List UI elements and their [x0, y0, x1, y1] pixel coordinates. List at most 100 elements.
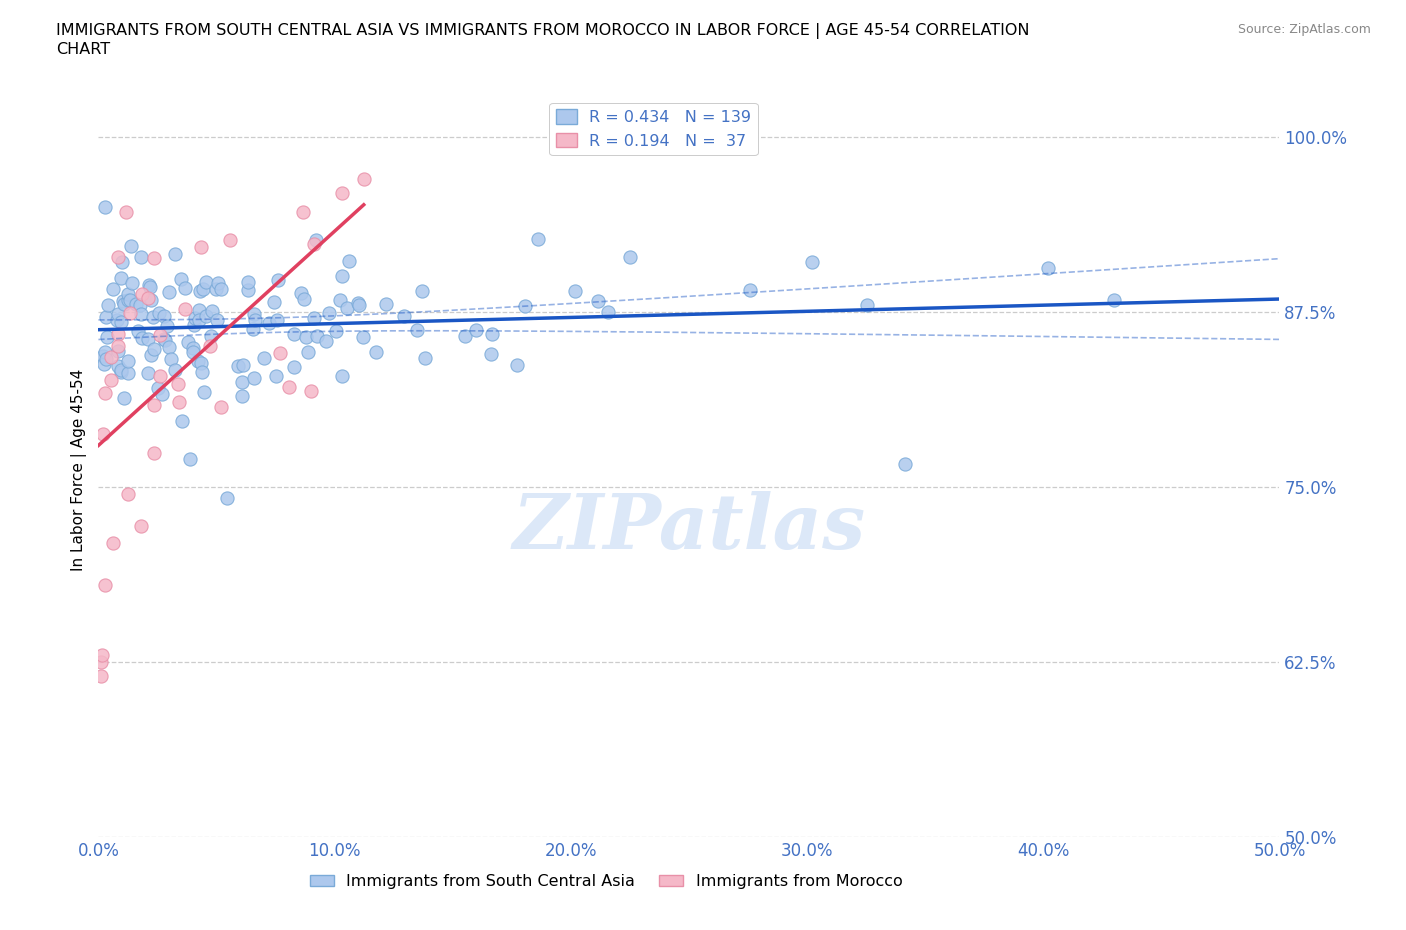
Point [200, 303, 222, 318]
Point [129, 249, 152, 264]
Point [111, 293, 134, 308]
Point [219, 232, 242, 247]
Text: IMMIGRANTS FROM SOUTH CENTRAL ASIA VS IMMIGRANTS FROM MOROCCO IN LABOR FORCE | A: IMMIGRANTS FROM SOUTH CENTRAL ASIA VS IM… [56, 23, 1029, 39]
Point [160, 352, 183, 366]
Point [283, 359, 305, 374]
Point [209, 282, 232, 297]
Point [598, 305, 620, 320]
Point [143, 251, 166, 266]
Point [129, 298, 152, 312]
Point [513, 299, 536, 313]
Point [90, 655, 112, 670]
Point [101, 536, 124, 551]
Point [105, 312, 128, 327]
Point [153, 309, 176, 324]
Point [94, 310, 117, 325]
Point [191, 365, 214, 380]
Point [142, 310, 165, 325]
Point [325, 324, 347, 339]
Point [347, 297, 370, 312]
Point [299, 383, 322, 398]
Point [163, 246, 186, 261]
Point [131, 307, 153, 322]
Point [375, 297, 398, 312]
Text: CHART: CHART [56, 42, 110, 57]
Point [173, 301, 195, 316]
Point [97, 298, 120, 312]
Point [190, 284, 212, 299]
Point [253, 350, 276, 365]
Point [269, 345, 291, 360]
Point [141, 348, 163, 363]
Point [207, 276, 229, 291]
Point [146, 380, 169, 395]
Point [167, 395, 190, 410]
Point [337, 254, 360, 269]
Point [267, 272, 290, 287]
Point [329, 293, 352, 308]
Point [177, 335, 200, 350]
Point [242, 321, 264, 336]
Point [1036, 260, 1059, 275]
Point [115, 205, 138, 219]
Point [231, 388, 253, 403]
Point [150, 386, 173, 401]
Point [245, 312, 267, 327]
Point [1102, 292, 1125, 307]
Point [183, 318, 205, 333]
Point [238, 275, 260, 290]
Point [117, 293, 139, 308]
Point [228, 359, 250, 374]
Point [148, 305, 170, 320]
Point [526, 232, 548, 246]
Point [107, 250, 129, 265]
Point [90, 669, 112, 684]
Point [277, 379, 299, 394]
Point [136, 290, 159, 305]
Point [336, 300, 359, 315]
Point [231, 375, 253, 390]
Point [94, 200, 117, 215]
Point [894, 457, 917, 472]
Point [149, 368, 172, 383]
Point [117, 365, 139, 380]
Point [179, 451, 201, 466]
Point [94, 352, 117, 366]
Point [236, 283, 259, 298]
Point [353, 172, 375, 187]
Point [405, 323, 427, 338]
Point [481, 326, 503, 341]
Point [304, 236, 326, 251]
Point [131, 330, 153, 345]
Point [107, 326, 129, 341]
Point [209, 399, 232, 414]
Point [139, 293, 162, 308]
Point [283, 326, 305, 341]
Point [305, 328, 328, 343]
Point [136, 365, 159, 380]
Point [243, 371, 266, 386]
Point [156, 318, 179, 333]
Point [96, 329, 118, 344]
Point [157, 339, 180, 354]
Point [232, 358, 254, 373]
Point [100, 373, 122, 388]
Point [352, 329, 374, 344]
Point [93, 344, 115, 359]
Point [120, 239, 142, 254]
Point [392, 309, 415, 324]
Point [204, 281, 226, 296]
Point [264, 368, 287, 383]
Point [91, 427, 114, 442]
Point [564, 284, 586, 299]
Point [302, 311, 325, 325]
Point [242, 307, 264, 322]
Point [257, 316, 280, 331]
Point [101, 281, 124, 296]
Point [148, 328, 170, 343]
Point [292, 292, 315, 307]
Text: ZIPatlas: ZIPatlas [512, 491, 866, 565]
Point [740, 283, 762, 298]
Point [127, 324, 149, 339]
Point [801, 255, 824, 270]
